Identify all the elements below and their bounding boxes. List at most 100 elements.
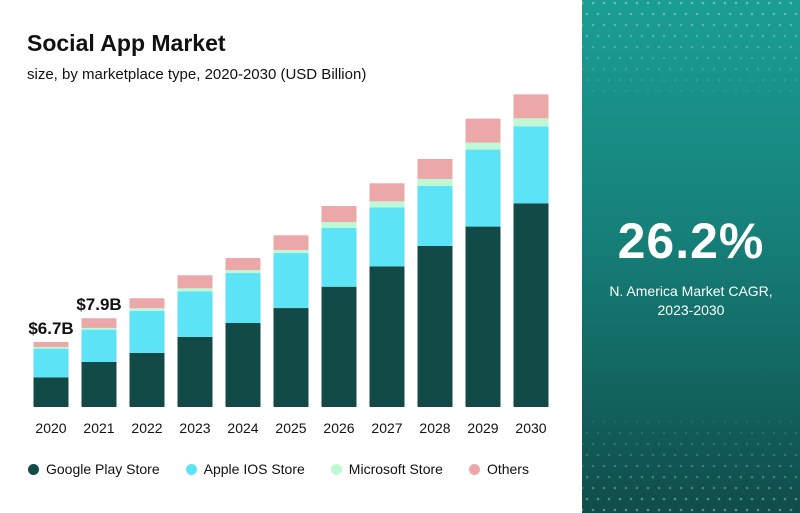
pattern-dot: [695, 453, 699, 457]
bar-segment-google-play-store-2024: [225, 322, 261, 407]
legend-label: Others: [486, 461, 529, 477]
pattern-dot: [783, 431, 787, 435]
bar-segment-others-2025: [273, 235, 309, 251]
pattern-dot: [750, 475, 754, 479]
pattern-dot: [668, 89, 672, 93]
pattern-dot: [761, 12, 765, 16]
pattern-dot: [778, 89, 782, 93]
pattern-dot: [582, 23, 584, 27]
pattern-dot: [629, 12, 633, 16]
pattern-dot: [701, 67, 705, 71]
pattern-dot: [783, 12, 787, 16]
pattern-dot: [591, 23, 595, 27]
pattern-dot: [651, 475, 655, 479]
pattern-dot: [585, 12, 589, 16]
pattern-dot: [783, 497, 787, 501]
pattern-dot: [591, 45, 595, 49]
pattern-dot: [679, 67, 683, 71]
pattern-dot: [613, 464, 617, 468]
pattern-dot: [778, 464, 782, 468]
pattern-dot: [794, 78, 798, 82]
pattern-dot: [783, 56, 787, 60]
x-tick-label: 2022: [131, 420, 162, 436]
pattern-dot: [750, 431, 754, 435]
pattern-dot: [585, 497, 589, 501]
pattern-dot: [607, 12, 611, 16]
pattern-dot: [756, 486, 760, 490]
pattern-dot: [591, 442, 595, 446]
pattern-dot: [635, 486, 639, 490]
pattern-dot: [618, 453, 622, 457]
pattern-dot: [657, 464, 661, 468]
pattern-dot: [684, 12, 688, 16]
pattern-dot: [745, 1, 749, 5]
pattern-dot: [695, 34, 699, 38]
pattern-dot: [734, 442, 738, 446]
bar-segment-others-2030: [513, 94, 549, 119]
pattern-dot: [602, 23, 606, 27]
pattern-dot: [629, 475, 633, 479]
bar-segment-microsoft-store-2022: [129, 308, 165, 311]
pattern-dot: [734, 23, 738, 27]
pattern-dot: [618, 475, 622, 479]
bar-segment-microsoft-store-2028: [417, 178, 453, 186]
pattern-dot: [717, 497, 721, 501]
x-tick-label: 2026: [323, 420, 354, 436]
data-label-2020: $6.7B: [28, 319, 73, 338]
pattern-dot: [728, 475, 732, 479]
pattern-dot: [794, 497, 798, 501]
pattern-dot: [783, 453, 787, 457]
pattern-dot: [679, 486, 683, 490]
pattern-dot: [624, 67, 628, 71]
pattern-dot: [613, 1, 617, 5]
pattern-dot: [767, 420, 771, 424]
pattern-dot: [789, 420, 793, 424]
pattern-dot: [701, 23, 705, 27]
pattern-dot: [761, 431, 765, 435]
pattern-dot: [723, 45, 727, 49]
pattern-dot: [684, 431, 688, 435]
pattern-dot: [662, 78, 666, 82]
bar-segment-apple-ios-store-2023: [177, 291, 213, 337]
pattern-dot: [750, 453, 754, 457]
bar-segment-apple-ios-store-2020: [33, 348, 69, 378]
pattern-dot: [690, 508, 694, 512]
bar-segment-google-play-store-2022: [129, 352, 165, 407]
bar-segment-apple-ios-store-2026: [321, 228, 357, 287]
pattern-dot: [646, 1, 650, 5]
legend-label: Microsoft Store: [348, 461, 443, 477]
pattern-dot: [591, 89, 595, 93]
pattern-dot: [728, 12, 732, 16]
pattern-dot: [602, 464, 606, 468]
pattern-dot: [695, 78, 699, 82]
cagr-label: N. America Market CAGR, 2023-2030: [582, 282, 800, 320]
pattern-dot: [585, 78, 589, 82]
pattern-dot: [745, 45, 749, 49]
bar-segment-others-2028: [417, 158, 453, 179]
pattern-dot: [794, 453, 798, 457]
pattern-dot: [651, 34, 655, 38]
dot-pattern-bottom: [582, 420, 798, 512]
pattern-dot: [668, 420, 672, 424]
pattern-dot: [723, 508, 727, 512]
pattern-dot: [635, 89, 639, 93]
bar-segment-google-play-store-2020: [33, 377, 69, 407]
pattern-dot: [618, 78, 622, 82]
pattern-dot: [772, 431, 776, 435]
pattern-dot: [789, 23, 793, 27]
pattern-dot: [635, 1, 639, 5]
pattern-dot: [629, 453, 633, 457]
pattern-dot: [679, 420, 683, 424]
pattern-dot: [624, 486, 628, 490]
bar-segment-google-play-store-2030: [513, 203, 549, 407]
pattern-dot: [662, 56, 666, 60]
bar-segment-google-play-store-2027: [369, 266, 405, 407]
pattern-dot: [712, 45, 716, 49]
pattern-dot: [789, 442, 793, 446]
pattern-dot: [772, 12, 776, 16]
cagr-label-line2: 2023-2030: [657, 302, 725, 318]
pattern-dot: [761, 78, 765, 82]
pattern-dot: [618, 34, 622, 38]
pattern-dot: [767, 67, 771, 71]
pattern-dot: [772, 475, 776, 479]
